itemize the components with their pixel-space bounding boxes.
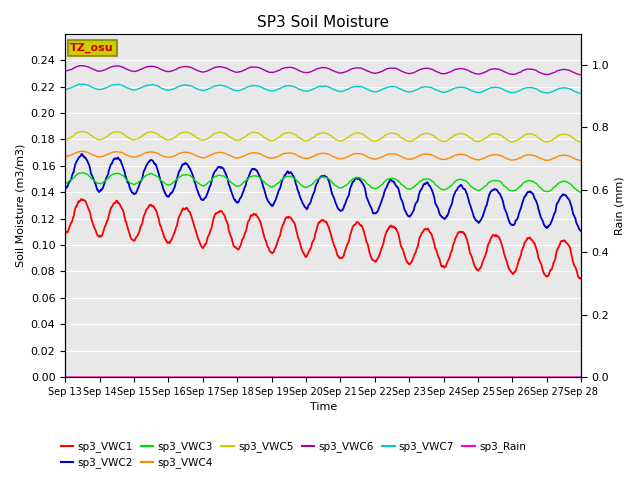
sp3_VWC1 bbox=[403, 259, 411, 265]
sp3_VWC1 bbox=[164, 240, 172, 246]
sp3_VWC5 bbox=[471, 138, 479, 144]
sp3_VWC7 bbox=[234, 88, 242, 94]
Line: sp3_VWC4: sp3_VWC4 bbox=[65, 151, 581, 161]
sp3_Rain bbox=[470, 374, 478, 380]
sp3_VWC2 bbox=[234, 200, 242, 205]
Line: sp3_VWC3: sp3_VWC3 bbox=[65, 173, 581, 192]
sp3_VWC6 bbox=[77, 63, 84, 69]
sp3_VWC2 bbox=[516, 207, 524, 213]
sp3_VWC7 bbox=[516, 87, 524, 93]
sp3_VWC4 bbox=[177, 150, 184, 156]
sp3_Rain bbox=[516, 374, 524, 380]
sp3_VWC6 bbox=[234, 69, 242, 75]
sp3_VWC6 bbox=[61, 68, 69, 73]
sp3_VWC5 bbox=[234, 137, 242, 143]
Y-axis label: Rain (mm): Rain (mm) bbox=[615, 176, 625, 235]
sp3_Rain bbox=[61, 374, 69, 380]
sp3_Rain bbox=[176, 374, 184, 380]
sp3_VWC4 bbox=[61, 154, 69, 159]
sp3_VWC1 bbox=[471, 264, 479, 269]
sp3_VWC5 bbox=[177, 131, 184, 136]
sp3_VWC7 bbox=[471, 89, 479, 95]
sp3_VWC2 bbox=[177, 167, 184, 173]
sp3_VWC2 bbox=[61, 186, 69, 192]
sp3_VWC5 bbox=[516, 135, 524, 141]
sp3_VWC3 bbox=[403, 186, 411, 192]
Line: sp3_VWC5: sp3_VWC5 bbox=[65, 132, 581, 142]
sp3_VWC3 bbox=[234, 183, 242, 189]
sp3_VWC4 bbox=[77, 148, 84, 154]
sp3_VWC1 bbox=[577, 276, 585, 282]
sp3_VWC4 bbox=[577, 158, 585, 164]
sp3_VWC6 bbox=[577, 72, 585, 78]
sp3_Rain bbox=[577, 374, 585, 380]
sp3_VWC7 bbox=[577, 91, 585, 96]
sp3_VWC2 bbox=[78, 151, 86, 157]
X-axis label: Time: Time bbox=[310, 402, 337, 412]
sp3_Rain bbox=[164, 374, 172, 380]
sp3_VWC4 bbox=[234, 155, 242, 161]
sp3_VWC2 bbox=[403, 212, 411, 218]
sp3_VWC2 bbox=[577, 228, 585, 234]
sp3_VWC2 bbox=[164, 193, 172, 199]
Legend: sp3_VWC1, sp3_VWC2, sp3_VWC3, sp3_VWC4, sp3_VWC5, sp3_VWC6, sp3_VWC7, sp3_Rain: sp3_VWC1, sp3_VWC2, sp3_VWC3, sp3_VWC4, … bbox=[56, 437, 530, 472]
Line: sp3_VWC1: sp3_VWC1 bbox=[65, 199, 581, 279]
sp3_VWC1 bbox=[177, 211, 184, 217]
sp3_VWC6 bbox=[516, 69, 524, 75]
sp3_VWC7 bbox=[61, 87, 69, 93]
sp3_VWC3 bbox=[79, 170, 87, 176]
Y-axis label: Soil Moisture (m3/m3): Soil Moisture (m3/m3) bbox=[15, 144, 25, 267]
sp3_VWC5 bbox=[78, 129, 86, 134]
sp3_VWC3 bbox=[471, 186, 479, 192]
sp3_VWC6 bbox=[164, 69, 172, 74]
sp3_Rain bbox=[403, 374, 411, 380]
sp3_VWC7 bbox=[79, 81, 86, 87]
Line: sp3_VWC2: sp3_VWC2 bbox=[65, 154, 581, 231]
sp3_VWC3 bbox=[61, 180, 69, 186]
sp3_VWC1 bbox=[234, 246, 242, 252]
sp3_VWC5 bbox=[61, 136, 69, 142]
Line: sp3_VWC6: sp3_VWC6 bbox=[65, 66, 581, 75]
sp3_VWC4 bbox=[471, 156, 479, 162]
sp3_VWC1 bbox=[516, 253, 524, 259]
sp3_VWC1 bbox=[61, 230, 69, 236]
sp3_VWC6 bbox=[577, 72, 584, 78]
sp3_VWC4 bbox=[516, 155, 524, 161]
Text: TZ_osu: TZ_osu bbox=[70, 43, 114, 53]
sp3_VWC6 bbox=[177, 64, 184, 70]
sp3_VWC7 bbox=[164, 87, 172, 93]
sp3_VWC7 bbox=[403, 89, 411, 95]
sp3_VWC3 bbox=[577, 190, 585, 195]
sp3_VWC5 bbox=[164, 137, 172, 143]
sp3_VWC1 bbox=[77, 196, 85, 202]
sp3_VWC3 bbox=[516, 183, 524, 189]
sp3_VWC2 bbox=[471, 216, 479, 221]
sp3_VWC4 bbox=[164, 155, 172, 160]
sp3_VWC7 bbox=[177, 83, 184, 88]
sp3_VWC4 bbox=[403, 156, 411, 162]
Line: sp3_VWC7: sp3_VWC7 bbox=[65, 84, 581, 94]
sp3_VWC5 bbox=[403, 138, 411, 144]
sp3_VWC3 bbox=[164, 182, 172, 188]
sp3_Rain bbox=[234, 374, 241, 380]
sp3_VWC3 bbox=[177, 174, 184, 180]
Title: SP3 Soil Moisture: SP3 Soil Moisture bbox=[257, 15, 389, 30]
sp3_VWC4 bbox=[577, 158, 585, 164]
sp3_VWC6 bbox=[471, 71, 479, 76]
sp3_VWC5 bbox=[577, 139, 585, 145]
sp3_VWC6 bbox=[403, 71, 411, 76]
